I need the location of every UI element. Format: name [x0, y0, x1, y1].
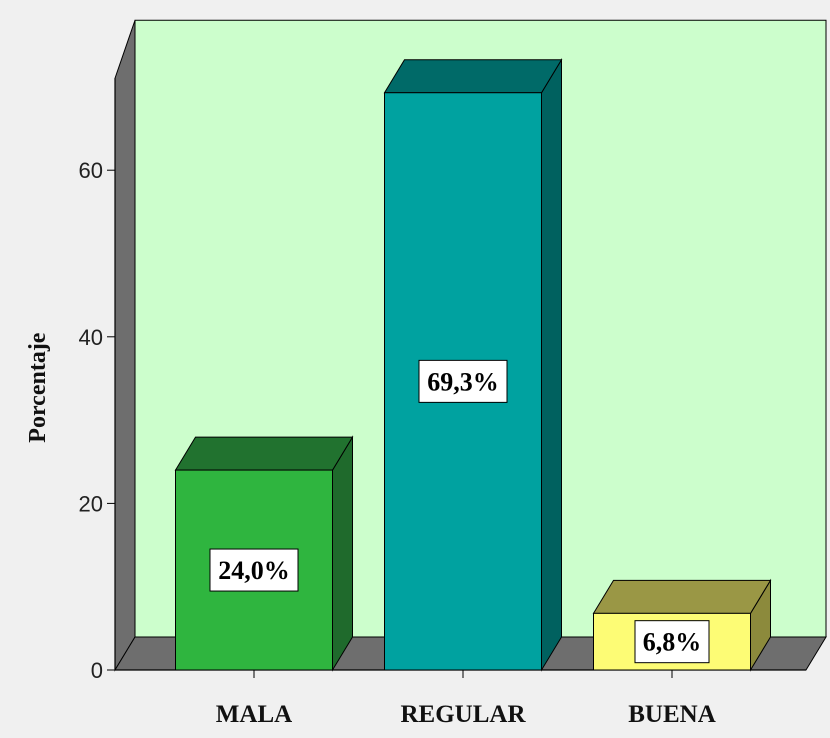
y-tick-label: 40 — [79, 325, 103, 350]
bar-top — [383, 59, 563, 94]
data-label: 69,3% — [427, 367, 499, 396]
y-axis-label: Porcentaje — [25, 332, 51, 443]
data-label-box — [634, 620, 710, 664]
y-tick-label: 0 — [91, 658, 103, 683]
x-tick-label: BUENA — [628, 701, 716, 728]
y-tick-label: 20 — [79, 491, 103, 516]
data-label: 24,0% — [218, 556, 290, 585]
data-label-box — [418, 359, 508, 403]
x-tick-label: REGULAR — [400, 701, 526, 728]
bars: 24,0% 69,3% 6,8% — [174, 57, 772, 672]
x-tick-label: MALA — [216, 701, 292, 728]
bar-buena: 6,8% — [592, 578, 772, 672]
y-tick-label: 60 — [79, 158, 103, 183]
bar-regular: 69,3% — [383, 57, 563, 672]
bar-top — [174, 436, 354, 471]
bar-mala: 24,0% — [174, 435, 354, 672]
left-wall — [114, 20, 136, 672]
y-ticks: 0 20 40 60 — [79, 158, 115, 683]
x-tick-labels: MALA REGULAR BUENA — [216, 670, 716, 728]
bar-top — [592, 579, 772, 614]
data-label: 6,8% — [643, 628, 702, 657]
data-label-box — [209, 548, 299, 592]
bar-side — [332, 435, 353, 672]
bar-side — [541, 57, 562, 672]
